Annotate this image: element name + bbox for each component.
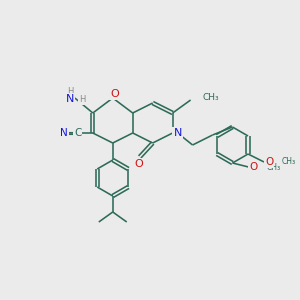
Text: O: O — [134, 159, 143, 169]
Text: O: O — [110, 89, 119, 99]
Text: H: H — [67, 86, 73, 95]
Text: N: N — [66, 94, 74, 104]
Text: H: H — [79, 94, 85, 103]
Text: O: O — [249, 162, 258, 172]
Text: N: N — [173, 128, 182, 138]
Text: N: N — [60, 128, 68, 138]
Text: CH₃: CH₃ — [266, 163, 280, 172]
Text: CH₃: CH₃ — [282, 158, 296, 166]
Text: O: O — [265, 157, 273, 167]
Text: C: C — [74, 128, 82, 138]
Text: CH₃: CH₃ — [202, 92, 219, 101]
